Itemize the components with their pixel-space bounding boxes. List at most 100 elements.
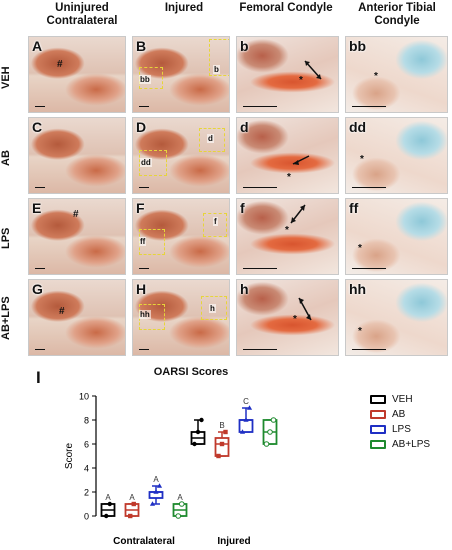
inset-label: f (213, 217, 218, 226)
micrograph-panel: hh * (345, 279, 448, 356)
box (214, 437, 230, 457)
panel-label: hh (349, 281, 367, 297)
inset-label: bb (139, 75, 151, 84)
row-label-veh: VEH (0, 66, 12, 90)
panel-label: C (32, 119, 43, 135)
data-point (219, 441, 225, 447)
micrograph-panel: E # (28, 198, 126, 275)
scale-bar (243, 186, 277, 188)
x-group-label: Injured (217, 536, 250, 547)
micrograph-panel: ff * (345, 198, 448, 275)
significance-letter: B (219, 421, 224, 430)
inset-box (199, 128, 225, 152)
y-tick-label: 6 (84, 440, 89, 450)
data-point (128, 513, 133, 519)
annotation-star: * (285, 225, 289, 236)
inset-label: d (207, 134, 214, 143)
data-point (239, 429, 246, 434)
significance-letter: A (153, 475, 159, 484)
inset-label: dd (140, 158, 152, 167)
thickness-arrow (304, 60, 322, 80)
significance-letter: A (177, 493, 183, 502)
micrograph-panel: A # (28, 36, 126, 113)
panel-label: b (240, 38, 249, 54)
inset-box (201, 296, 227, 320)
micrograph-panel: D dd d (132, 117, 230, 194)
legend-swatch-ab (370, 410, 386, 419)
scale-bar (139, 105, 149, 107)
panel-label: B (136, 38, 147, 54)
row-label-ablps: AB+LPS (0, 296, 12, 340)
inset-label: b (213, 65, 220, 74)
data-point (199, 417, 204, 423)
legend-label-lps: LPS (392, 424, 411, 435)
scale-bar (352, 105, 386, 107)
significance-letter: A (129, 493, 135, 502)
y-tick-label: 2 (84, 488, 89, 498)
data-point (149, 501, 156, 506)
column-header-femoral: Femoral Condyle (239, 2, 333, 14)
thickness-arrow (290, 204, 306, 224)
data-point (267, 429, 273, 435)
micrograph-panel: G # (28, 279, 126, 356)
data-point (243, 417, 249, 422)
y-tick-label: 0 (84, 512, 89, 522)
panel-label: d (240, 119, 249, 135)
oarsi-box-chart: 0 2 4 6 8 10 Score A A A A Contralateral B C Injured (64, 392, 278, 547)
data-point (104, 513, 109, 519)
legend-label-veh: VEH (392, 394, 413, 405)
data-point (175, 513, 182, 519)
row-label-ab: AB (0, 150, 12, 166)
inset-label: hh (139, 310, 151, 319)
scale-bar (352, 186, 386, 188)
data-point (107, 501, 112, 507)
inset-label: h (209, 304, 216, 313)
panel-label: D (136, 119, 147, 135)
y-tick-label: 8 (84, 416, 89, 426)
annotation-star: * (374, 71, 378, 82)
scale-bar (352, 267, 386, 269)
data-point (223, 429, 228, 435)
panel-label: E (32, 200, 42, 216)
scale-bar (243, 267, 277, 269)
micrograph-panel: B bb b (132, 36, 230, 113)
panel-label: H (136, 281, 147, 297)
data-point (246, 405, 253, 410)
micrograph-panel: d * (236, 117, 339, 194)
inset-label: ff (139, 237, 147, 246)
annotation-star: * (287, 172, 291, 183)
annotation-hash: # (73, 209, 79, 220)
inset-box (203, 213, 227, 237)
annotation-star: * (360, 154, 364, 165)
micrograph-panel: h * (236, 279, 339, 356)
data-point (192, 441, 197, 447)
scale-bar (243, 348, 277, 350)
panel-label: ff (349, 200, 359, 216)
significance-letter: C (243, 397, 249, 406)
micrograph-panel: f * (236, 198, 339, 275)
figure-panel-label: I (36, 368, 41, 387)
chart-title: OARSI Scores (153, 366, 229, 378)
legend-swatch-ablps (370, 440, 386, 449)
y-tick-label: 4 (84, 464, 89, 474)
inset-box (139, 150, 167, 176)
annotation-hash: # (57, 59, 63, 70)
panel-label: h (240, 281, 249, 297)
panel-label: f (240, 200, 245, 216)
micrograph-panel: b * (236, 36, 339, 113)
panel-label: G (32, 281, 43, 297)
scale-bar (139, 186, 149, 188)
scale-bar (243, 105, 277, 107)
scale-bar (35, 186, 45, 188)
scale-bar (35, 105, 45, 107)
significance-letter: A (105, 493, 111, 502)
micrograph-panel: dd * (345, 117, 448, 194)
x-group-label: Contralateral (113, 536, 175, 547)
scale-bar (139, 267, 149, 269)
data-point (153, 489, 159, 494)
data-point (263, 441, 270, 447)
column-header-injured: Injured (164, 2, 204, 14)
micrograph-panel: H hh h (132, 279, 230, 356)
scale-bar (139, 348, 149, 350)
panel-label: bb (349, 38, 367, 54)
